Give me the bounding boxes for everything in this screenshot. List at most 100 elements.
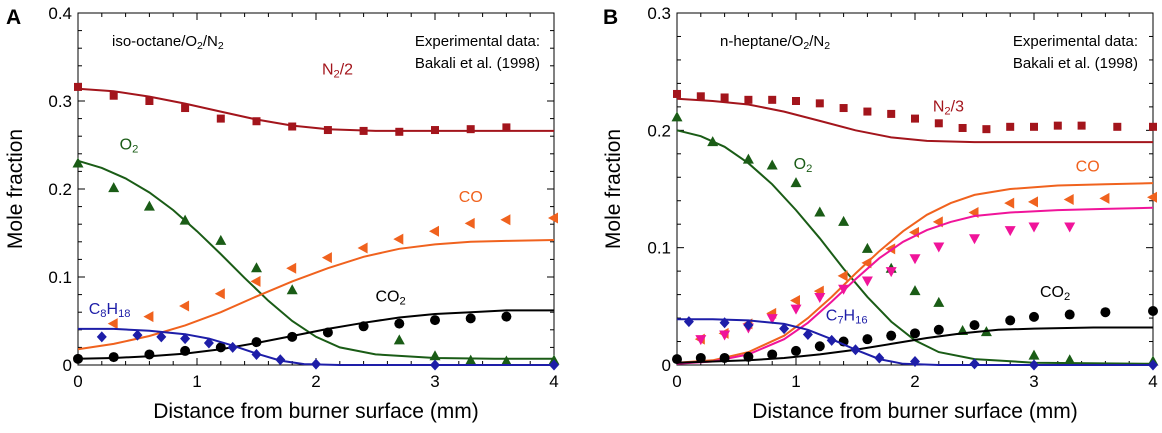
series-fuel: C7H16 [677,307,1158,371]
data-point-o2 [790,177,802,188]
data-point-co [286,262,297,274]
panel-b: 0 1 2 3 4 0 0.1 0.2 0.3 Distance from burner surf… [602,4,1159,423]
data-point-n2 [466,125,475,134]
data-point-o2 [933,296,945,307]
data-point-co [885,243,896,255]
data-point-fuel [549,359,559,371]
data-point-fuel [743,319,754,331]
series-o2: O2 [72,136,560,366]
data-point-co [1147,191,1157,203]
x-tick-label: 1 [791,372,800,391]
data-point-fuel [1148,359,1158,371]
data-point-co [464,217,475,229]
y-tick-label: 0.2 [647,121,671,140]
data-point-fuel [826,334,837,346]
x-tick-label: 1 [192,372,201,391]
data-point-co2 [767,349,778,360]
panel-a: 0 1 2 3 4 0 0.1 0.2 0.3 0.4 Distance from burner s… [4,4,560,423]
data-point-co [179,300,190,312]
data-source-line2: Bakali et al. (1998) [1013,55,1138,72]
data-point-n2 [744,95,753,104]
data-point-magenta [838,284,850,295]
data-point-n2 [720,93,729,102]
series-label-n2: N2/3 [933,99,964,118]
data-point-co2 [886,330,897,341]
data-point-co [107,318,118,330]
series-line-o2 [676,129,1154,365]
series-line-magenta [676,206,1154,365]
series-label-fuel: C8H18 [89,301,131,320]
data-point-o2 [179,214,191,225]
data-point-co2 [215,342,226,353]
data-point-co2 [743,351,754,362]
y-tick-label: 0.1 [647,239,671,258]
data-point-o2 [72,157,84,168]
series-label-co2: CO2 [376,289,406,308]
series-line-co [77,239,555,351]
data-point-o2 [251,262,262,273]
series-line-co2 [77,309,554,360]
data-point-magenta [885,267,897,278]
data-point-o2 [742,153,754,164]
series-label-n2: N2/2 [322,62,353,81]
series-label-co2: CO2 [1040,284,1070,303]
data-point-fuel [850,344,861,356]
data-point-co2 [358,321,369,332]
series-label-co: CO [459,189,483,206]
data-point-co [214,288,225,300]
data-point-n2 [958,123,967,132]
data-point-co2 [1148,306,1158,317]
data-point-co [861,257,872,269]
data-point-fuel [802,328,813,340]
data-point-n2 [934,119,943,128]
data-point-fuel [1029,359,1039,371]
data-point-fuel [156,331,167,343]
data-point-co2 [465,313,476,324]
data-point-o2 [671,111,683,122]
y-tick-label: 0 [63,356,72,375]
data-point-co [250,275,261,287]
data-point-co [500,214,511,226]
data-point-co [1004,197,1015,209]
y-axis-label: Mole fraction [4,129,27,249]
data-point-n2 [395,127,404,136]
data-point-co2 [933,324,944,335]
x-axis-label: Distance from burner surface (mm) [153,400,479,423]
data-point-n2 [216,114,225,123]
y-tick-label: 0.3 [48,92,72,111]
data-point-o2 [1064,354,1076,365]
data-point-co2 [144,349,155,360]
panel-letter: B [603,6,618,29]
data-point-magenta [766,314,778,325]
data-point-n2 [863,107,872,116]
x-tick-label: 3 [430,372,439,391]
data-point-n2 [145,97,154,105]
data-point-n2 [815,99,824,108]
data-point-n2 [502,123,511,132]
data-point-n2 [109,91,118,100]
data-point-magenta [933,242,945,253]
data-point-co [1099,192,1110,204]
data-point-o2 [215,234,227,245]
series-o2: O2 [671,111,1159,366]
data-point-n2 [792,97,800,105]
data-point-co2 [180,345,191,356]
data-point-fuel [311,358,321,370]
series-co: CO [77,189,558,351]
series-line-n2 [77,87,554,132]
data-point-co2 [287,331,298,342]
data-point-co2 [1029,311,1039,322]
data-point-magenta [695,335,707,346]
data-point-co2 [1005,315,1016,326]
data-point-co2 [501,311,512,322]
data-point-co2 [322,327,333,338]
data-point-n2 [1077,121,1086,130]
data-point-co [429,225,439,237]
data-point-fuel [430,359,440,371]
panel-title: iso-octane/O2/N2 [112,33,224,52]
data-point-magenta [814,292,826,303]
series-label-o2: O2 [120,136,139,155]
data-point-n2 [1149,122,1157,131]
data-point-co [837,270,848,282]
data-point-co [790,294,800,306]
